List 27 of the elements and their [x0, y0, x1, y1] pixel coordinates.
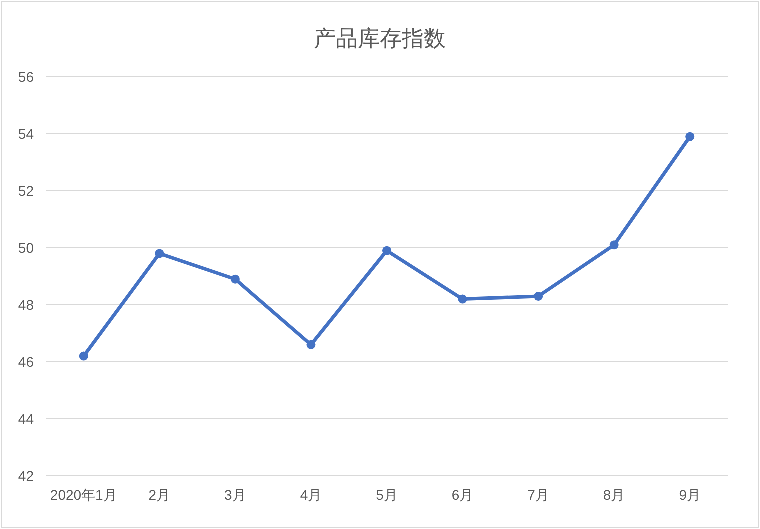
chart-title: 产品库存指数 — [314, 26, 446, 51]
y-tick-label: 54 — [18, 126, 34, 142]
x-tick-label: 5月 — [376, 487, 398, 503]
y-tick-label: 52 — [18, 183, 34, 199]
y-tick-label: 44 — [18, 411, 34, 427]
point — [534, 292, 544, 301]
point — [686, 132, 695, 142]
x-tick-label: 2020年1月 — [50, 487, 118, 503]
y-tick-label: 48 — [18, 297, 34, 313]
x-tick-label: 4月 — [300, 487, 322, 503]
y-tick-label: 50 — [18, 240, 34, 256]
point — [382, 246, 392, 256]
x-tick-label: 6月 — [452, 487, 474, 503]
x-tick-label: 7月 — [528, 487, 550, 503]
y-tick-label: 56 — [18, 69, 34, 85]
point — [79, 352, 88, 361]
y-tick-label: 46 — [18, 354, 34, 370]
x-tick-label: 3月 — [224, 487, 246, 503]
x-tick-label: 9月 — [679, 487, 702, 503]
point — [155, 249, 164, 258]
y-tick-label: 42 — [18, 468, 34, 484]
point — [230, 274, 240, 284]
x-tick-label: 2月 — [148, 487, 171, 503]
point — [458, 294, 468, 304]
point — [610, 240, 619, 250]
point — [306, 340, 316, 350]
x-tick-label: 8月 — [603, 487, 626, 503]
